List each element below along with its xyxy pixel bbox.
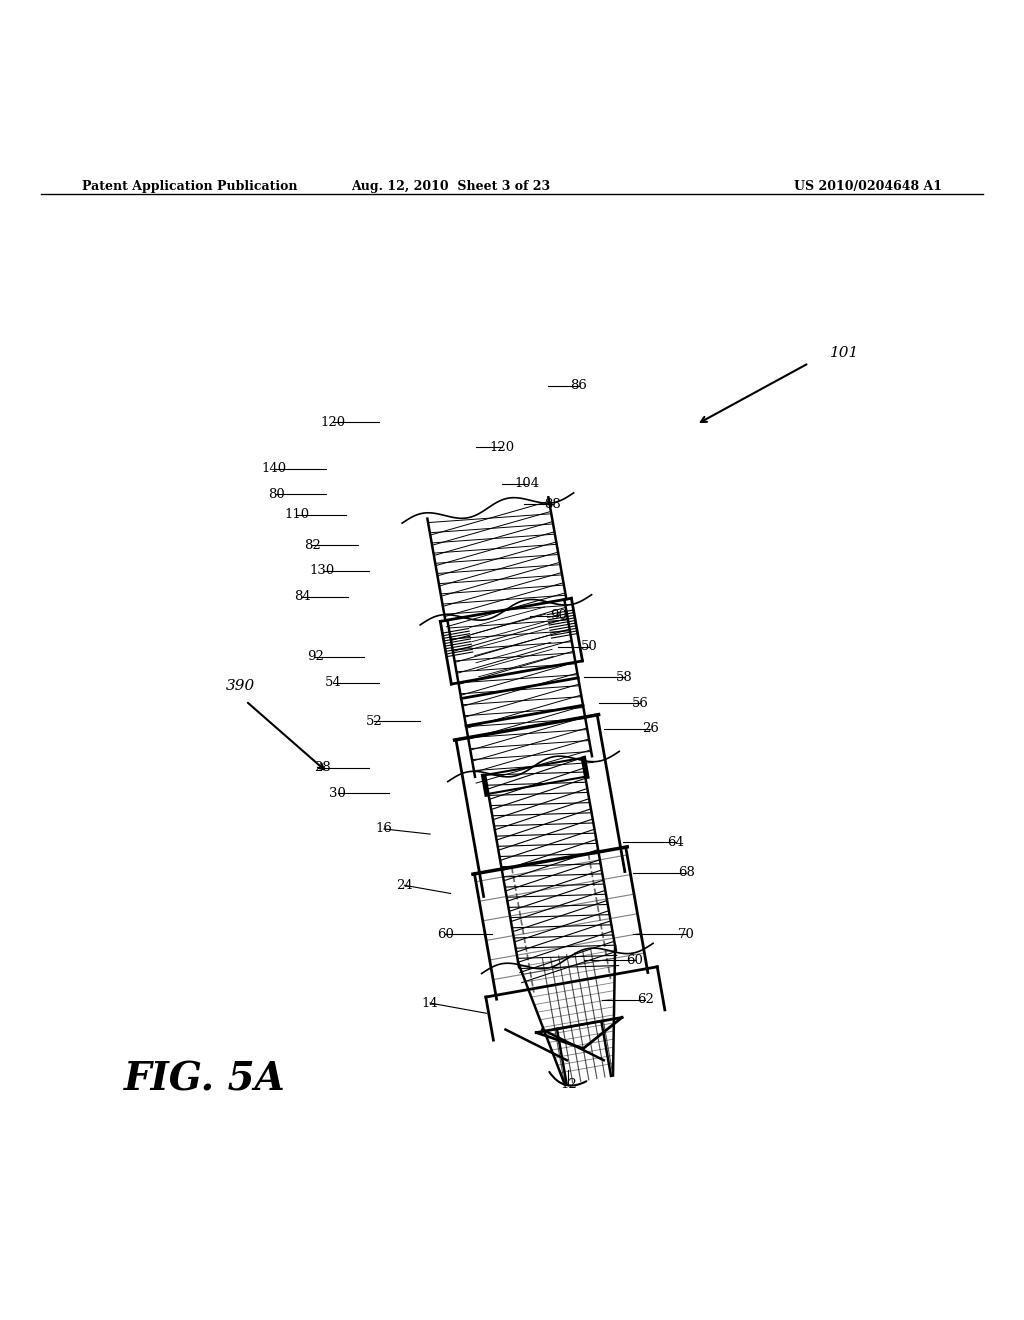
Text: US 2010/0204648 A1: US 2010/0204648 A1 [794,181,942,194]
Text: 92: 92 [307,651,324,664]
Text: 62: 62 [637,994,653,1006]
Text: 54: 54 [325,676,341,689]
Text: 101: 101 [829,346,859,360]
Text: 14: 14 [422,997,438,1010]
Text: 12: 12 [560,1078,577,1092]
Text: 28: 28 [314,762,331,774]
Text: 86: 86 [570,379,587,392]
Text: 110: 110 [285,508,309,521]
Text: 90: 90 [550,610,566,623]
Text: 120: 120 [489,441,514,454]
Text: Aug. 12, 2010  Sheet 3 of 23: Aug. 12, 2010 Sheet 3 of 23 [351,181,550,194]
Text: 56: 56 [632,697,648,710]
Text: 140: 140 [262,462,287,475]
Text: 30: 30 [330,787,346,800]
Text: 104: 104 [515,478,540,490]
Text: 64: 64 [668,836,684,849]
Text: 120: 120 [321,416,345,429]
Text: 88: 88 [545,498,561,511]
Text: 82: 82 [304,539,321,552]
Text: 80: 80 [268,487,285,500]
Text: 58: 58 [616,671,633,684]
Text: 50: 50 [581,640,597,653]
Text: 60: 60 [627,953,643,966]
Text: Patent Application Publication: Patent Application Publication [82,181,297,194]
Text: 24: 24 [396,879,413,892]
Text: 390: 390 [226,678,255,693]
Text: 16: 16 [376,822,392,836]
Text: 130: 130 [310,565,335,577]
Text: 60: 60 [437,928,454,941]
Text: 68: 68 [678,866,694,879]
Text: FIG. 5A: FIG. 5A [124,1061,286,1098]
Text: 52: 52 [366,715,382,727]
Text: 84: 84 [294,590,310,603]
Text: 70: 70 [678,928,694,941]
Text: 26: 26 [642,722,658,735]
